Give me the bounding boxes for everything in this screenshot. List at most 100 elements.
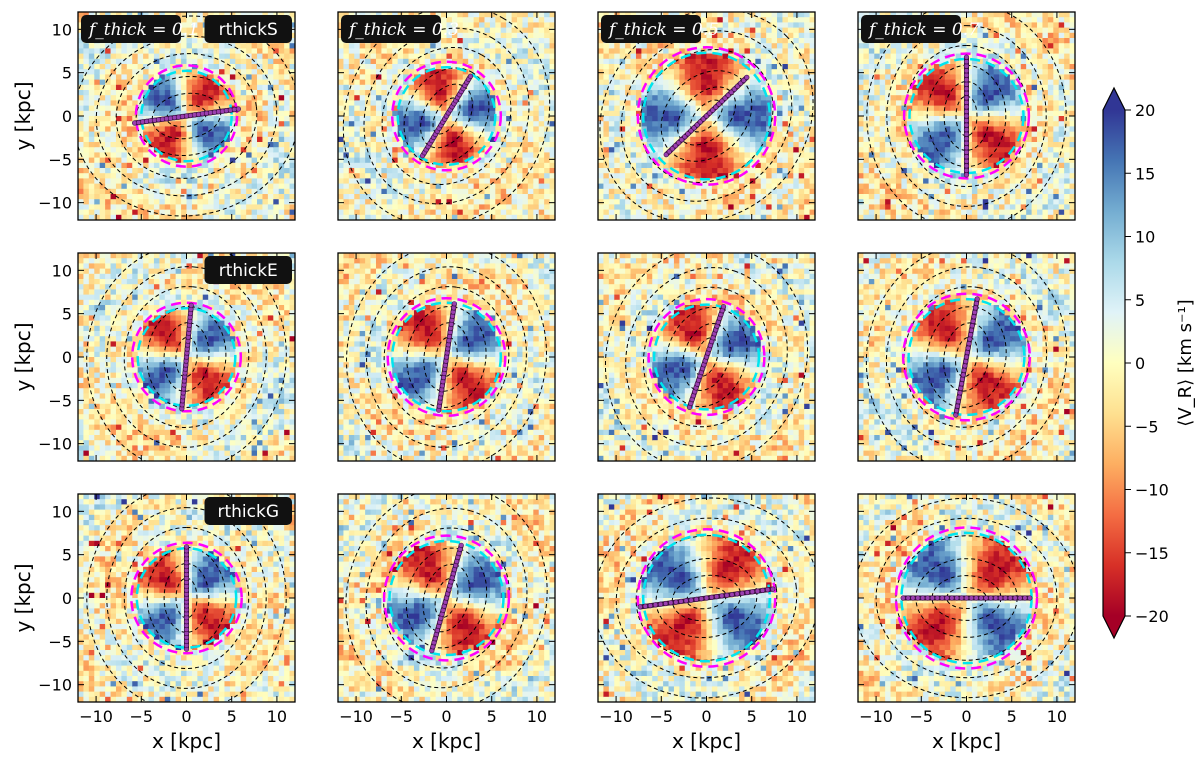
x-tick-label: −10 [859, 707, 893, 726]
colorbar-tick-label: −15 [1135, 544, 1169, 563]
bar-axis [637, 586, 776, 610]
x-axis-label: x [kpc] [672, 729, 741, 753]
magenta-circle [134, 64, 239, 168]
colorbar-tick-label: −5 [1135, 417, 1159, 436]
x-tick-label: 5 [487, 707, 497, 726]
y-tick-label: 10 [52, 261, 72, 280]
colorbar-label: ⟨V_R⟩ [km s⁻¹] [1175, 299, 1196, 426]
velocity-field [338, 12, 555, 220]
y-tick-label: −5 [48, 391, 72, 410]
colorbar-tick-label: 0 [1135, 354, 1145, 373]
model-label: rthickE [204, 256, 292, 284]
panel-r2-c0: −10 −5 0 5 10 x [kpc] −10 −5 0 5 10 y [kpc] rthickG [11, 493, 296, 753]
panel-r1-c2 [597, 252, 816, 462]
colorbar: 20 15 10 5 0 −5 −10 −15 −20 ⟨V_R⟩ [km s⁻¹] [1102, 86, 1196, 640]
bar-axis [179, 302, 194, 412]
x-tick-label: 5 [747, 707, 757, 726]
f-thick-label: f_thick = 0.5 [601, 15, 719, 43]
svg-text:f_thick = 0.1: f_thick = 0.1 [87, 20, 199, 40]
y-tick-label: −10 [38, 676, 72, 695]
f-thick-label: f_thick = 0.3 [341, 15, 459, 43]
y-tick-label: 5 [62, 64, 72, 83]
y-axis-label: y [kpc] [11, 322, 35, 391]
cyan-circle [652, 303, 761, 411]
cyan-circle [136, 306, 237, 408]
y-tick-label: 5 [62, 305, 72, 324]
magenta-circle [902, 52, 1031, 180]
colorbar-tick-label: 5 [1135, 291, 1145, 310]
colorbar-tick-label: 10 [1135, 228, 1155, 247]
density-contours [342, 12, 551, 220]
magenta-circle [901, 292, 1032, 422]
y-tick-label: −5 [48, 150, 72, 169]
x-tick-label: 10 [267, 707, 287, 726]
x-tick-label: −10 [339, 707, 373, 726]
bar-axis [419, 73, 474, 159]
magenta-circle [636, 528, 777, 668]
x-tick-label: 0 [441, 707, 451, 726]
panel-r1-c0: −10 −5 0 5 10 y [kpc] rthickE [11, 252, 296, 462]
magenta-circle [390, 60, 503, 172]
cyan-circle [396, 65, 497, 167]
bar-axis [686, 304, 727, 410]
bar-axis [900, 595, 1033, 601]
panel-r0-c3: f_thick = 0.7 [857, 11, 1076, 221]
cyan-circle [641, 533, 772, 663]
colorbar-tick-label: 20 [1135, 101, 1155, 120]
y-tick-label: −10 [38, 194, 72, 213]
y-tick-label: 10 [52, 502, 72, 521]
cyan-circle [641, 51, 772, 181]
magenta-circle [894, 526, 1039, 670]
x-tick-label: 10 [527, 707, 547, 726]
panel-r0-c1: f_thick = 0.3 [337, 11, 556, 221]
x-tick-label: 10 [1047, 707, 1067, 726]
x-axis-label: x [kpc] [412, 729, 481, 753]
panel-r0-c0: −10 −5 0 5 10 y [kpc] f_thick = 0.1 rthickS [11, 11, 296, 221]
bar-axis [953, 296, 980, 418]
colorbar-tick-label: −20 [1135, 607, 1169, 626]
cyan-circle [388, 539, 505, 657]
y-tick-label: −5 [48, 632, 72, 651]
cyan-circle [140, 69, 233, 163]
bar-axis [429, 542, 464, 654]
panel-grid: −10 −5 0 5 10 y [kpc] f_thick = 0.1 rthickS f_th… [11, 11, 1076, 753]
x-tick-label: 0 [181, 707, 191, 726]
magenta-circle [130, 541, 243, 655]
cyan-circle [907, 297, 1026, 417]
colorbar-tick-label: 15 [1135, 164, 1155, 183]
f-thick-label: f_thick = 0.1 [81, 15, 199, 43]
velocity-field [598, 494, 815, 702]
y-tick-label: 0 [62, 348, 72, 367]
panel-r2-c2: −10 −5 0 5 10 x [kpc] [597, 493, 816, 753]
velocity-field [598, 253, 815, 461]
y-tick-label: 5 [62, 546, 72, 565]
f-thick-label: f_thick = 0.7 [861, 15, 979, 43]
velocity-field [78, 494, 295, 702]
x-tick-label: 5 [1007, 707, 1017, 726]
panel-r1-c3 [857, 252, 1076, 462]
bar-axis [436, 301, 457, 413]
bar-axis [663, 74, 750, 158]
x-axis-label: x [kpc] [152, 729, 221, 753]
x-tick-label: 0 [961, 707, 971, 726]
magenta-circle [647, 297, 766, 417]
bar-axis [132, 106, 241, 126]
cyan-circle [390, 301, 503, 413]
colorbar-tick-label: −10 [1135, 481, 1169, 500]
x-tick-label: 10 [787, 707, 807, 726]
x-tick-label: −5 [649, 707, 673, 726]
svg-text:f_thick = 0.3: f_thick = 0.3 [347, 20, 459, 40]
y-tick-label: 10 [52, 20, 72, 39]
magenta-circle [636, 46, 777, 186]
svg-text:rthickS: rthickS [219, 20, 278, 40]
bar-axis [963, 54, 970, 178]
y-tick-label: −10 [38, 435, 72, 454]
x-tick-label: −5 [389, 707, 413, 726]
x-tick-label: −10 [599, 707, 633, 726]
x-tick-label: −5 [129, 707, 153, 726]
magenta-circle [386, 296, 507, 418]
x-tick-label: 0 [701, 707, 711, 726]
y-tick-label: 0 [62, 589, 72, 608]
x-tick-label: −10 [79, 707, 113, 726]
